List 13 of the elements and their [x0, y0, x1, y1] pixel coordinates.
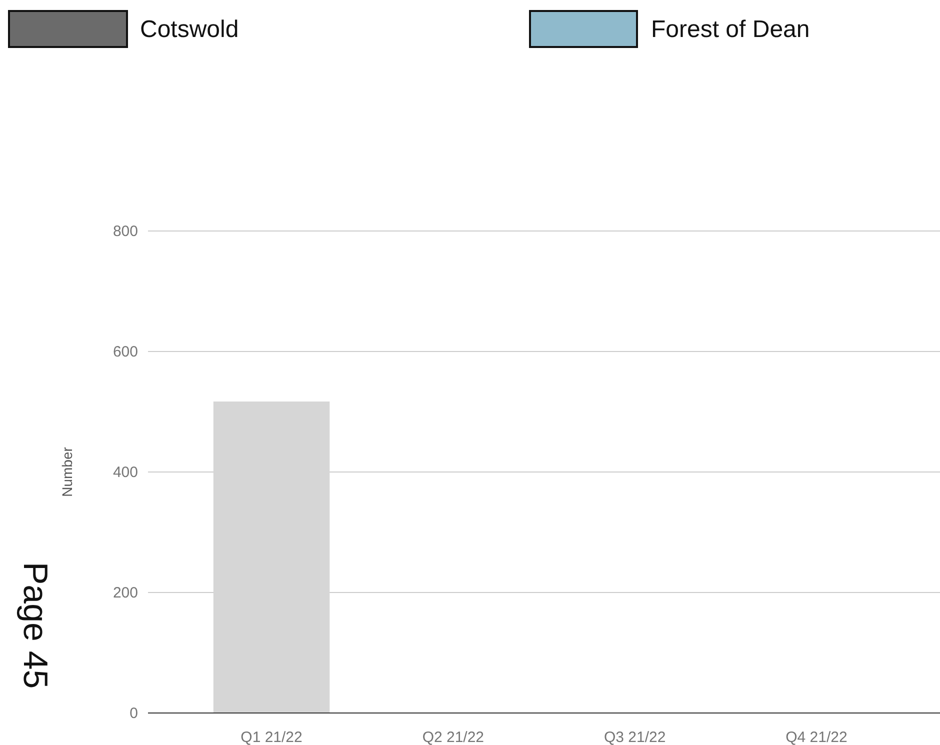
x-tick-label: Q2 21/22 — [422, 729, 484, 745]
legend-label: Cotswold — [140, 16, 239, 43]
y-tick-label: 800 — [112, 223, 138, 240]
y-tick-label: 0 — [130, 705, 138, 722]
x-tick-label: Q3 21/22 — [604, 729, 666, 745]
x-tick-label: Q4 21/22 — [786, 729, 848, 745]
text: Page 45 — [16, 562, 54, 689]
y-axis-title: Number — [59, 446, 75, 497]
x-tick-label: Q1 21/22 — [240, 729, 302, 745]
legend-label: Forest of Dean — [651, 16, 810, 43]
y-tick-label: 200 — [112, 584, 138, 602]
y-tick-label: 400 — [112, 464, 138, 481]
y-tick-label: 600 — [112, 344, 138, 360]
